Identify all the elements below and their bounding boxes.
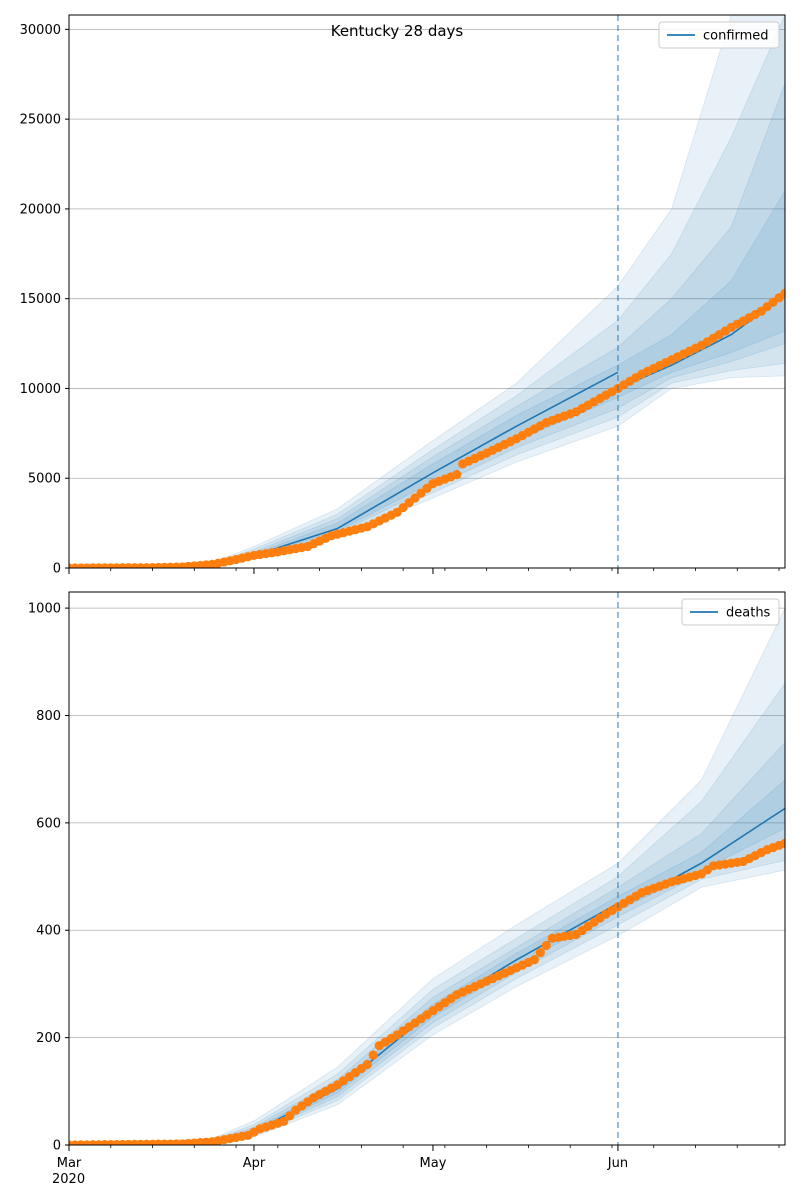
deaths-uncertainty-band: [69, 682, 785, 1145]
x-tick-label: Apr: [243, 1156, 266, 1171]
confirmed-uncertainty-band: [69, 83, 785, 568]
confirmed-y-tick-label: 25000: [20, 113, 61, 128]
deaths-observed-point: [368, 1050, 378, 1060]
deaths-observed-point: [780, 838, 785, 848]
deaths-y-tick-label: 200: [36, 1031, 61, 1046]
confirmed-y-tick-label: 5000: [28, 472, 61, 487]
confirmed-y-tick-label: 15000: [20, 292, 61, 307]
deaths-legend: [681, 598, 780, 626]
confirmed-observed-point: [452, 470, 462, 480]
confirmed-y-tick-label: 0: [53, 562, 61, 577]
deaths-observed-point: [541, 940, 551, 951]
confirmed-observed-point: [780, 288, 785, 298]
deaths-observed-point: [279, 1116, 289, 1126]
deaths-observed-point: [285, 1111, 295, 1121]
deaths-observed-point: [535, 948, 545, 958]
chart-title: Kentucky 28 days: [331, 22, 464, 40]
deaths-legend-label: deaths: [726, 606, 771, 621]
confirmed-legend: [658, 21, 780, 49]
confirmed-y-tick-label: 20000: [20, 202, 61, 217]
deaths-observed-point: [529, 955, 540, 965]
confirmed-legend-label: confirmed: [703, 29, 769, 44]
confirmed-y-tick-label: 30000: [20, 23, 61, 38]
deaths-plot-area: [69, 607, 785, 1145]
confirmed-axes-frame: [68, 14, 786, 569]
x-tick-label: May: [420, 1156, 447, 1171]
deaths-y-tick-label: 400: [36, 924, 61, 939]
deaths-y-tick-label: 600: [36, 816, 61, 831]
deaths-y-tick-label: 800: [36, 709, 61, 724]
x-tick-sublabel: 2020: [52, 1172, 85, 1187]
deaths-uncertainty-band: [69, 607, 785, 1145]
x-tick-label: Jun: [607, 1156, 628, 1171]
x-tick-label: Mar: [57, 1156, 82, 1171]
confirmed-panel: 0 5000 10000 15000 20000 25000 30000 confirmed: [20, 14, 786, 577]
deaths-y-tick-label: 0: [53, 1139, 61, 1154]
deaths-axes-frame: [68, 591, 786, 1146]
confirmed-y-tick-label: 10000: [20, 382, 61, 397]
deaths-uncertainty-band: [69, 741, 785, 1145]
confirmed-uncertainty-band: [69, 190, 785, 568]
deaths-observed-point: [362, 1059, 372, 1070]
deaths-y-tick-label: 1000: [28, 602, 61, 617]
confirmed-plot-area: [69, 15, 785, 568]
